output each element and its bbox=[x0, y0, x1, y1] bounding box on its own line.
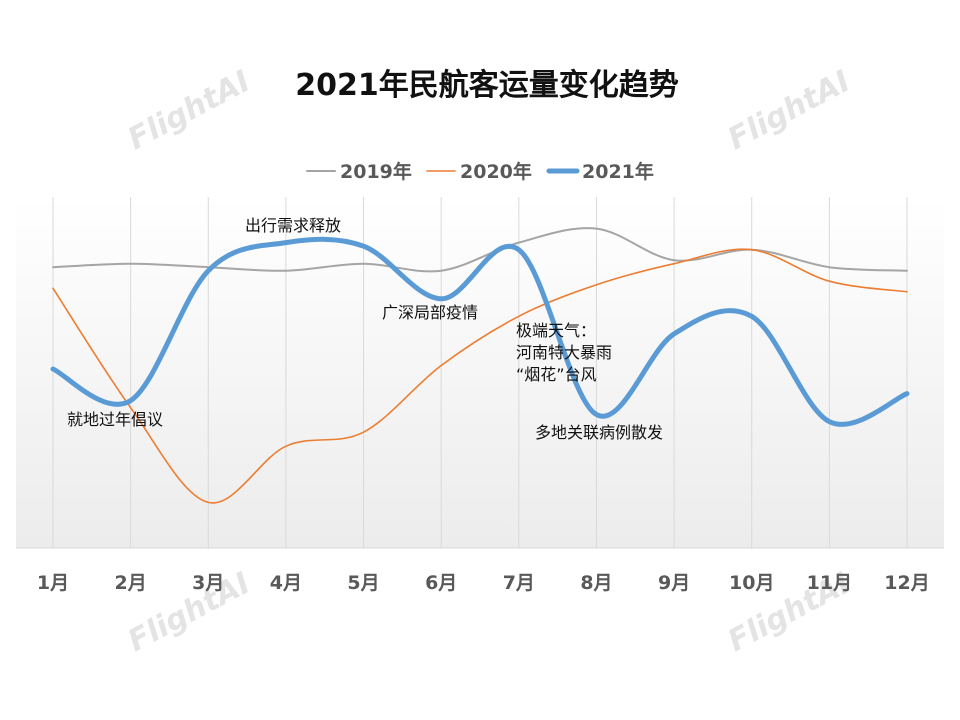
annotations: 就地过年倡议 出行需求释放 广深局部疫情 极端天气： 河南特大暴雨 “烟花”台风… bbox=[67, 216, 663, 442]
gridlines bbox=[52, 197, 908, 548]
x-tick-label: 9月 bbox=[658, 572, 690, 594]
chart-title: 2021年民航客运量变化趋势 bbox=[295, 68, 679, 103]
x-tick-label: 10月 bbox=[729, 572, 774, 594]
x-tick-label: 11月 bbox=[807, 572, 852, 594]
annotation-henan-rain: 河南特大暴雨 bbox=[516, 343, 612, 362]
x-tick-label: 1月 bbox=[37, 572, 69, 594]
annotation-extreme-weather: 极端天气： bbox=[516, 321, 596, 340]
x-tick-label: 8月 bbox=[580, 572, 612, 594]
watermark-top-left: FlightAI bbox=[122, 64, 256, 157]
series-line-2021年 bbox=[50, 236, 910, 427]
x-tick-label: 5月 bbox=[347, 572, 379, 594]
series-lines bbox=[50, 227, 910, 504]
annotation-jiudi: 就地过年倡议 bbox=[67, 410, 163, 429]
x-tick-label: 7月 bbox=[503, 572, 535, 594]
annotation-typhoon: “烟花”台风 bbox=[516, 365, 597, 384]
watermark-top-right: FlightAI bbox=[722, 64, 856, 157]
legend-label: 2020年 bbox=[460, 160, 532, 183]
series-line-2020年 bbox=[52, 248, 908, 504]
legend-label: 2021年 bbox=[582, 160, 654, 183]
annotation-scattered-cases: 多地关联病例散发 bbox=[535, 423, 663, 442]
x-tick-label: 4月 bbox=[270, 572, 302, 594]
x-tick-labels: 1月 2月 3月 4月 5月 6月 7月 8月 9月 10月 11月 12月 bbox=[37, 572, 930, 594]
annotation-chuxing: 出行需求释放 bbox=[245, 216, 341, 235]
legend-label: 2019年 bbox=[340, 160, 412, 183]
annotation-guangshen: 广深局部疫情 bbox=[382, 303, 478, 322]
x-tick-label: 6月 bbox=[425, 572, 457, 594]
legend: 2019年 2020年 2021年 bbox=[306, 160, 654, 183]
x-tick-label: 2月 bbox=[115, 572, 147, 594]
x-tick-label: 3月 bbox=[192, 572, 224, 594]
x-tick-label: 12月 bbox=[884, 572, 929, 594]
